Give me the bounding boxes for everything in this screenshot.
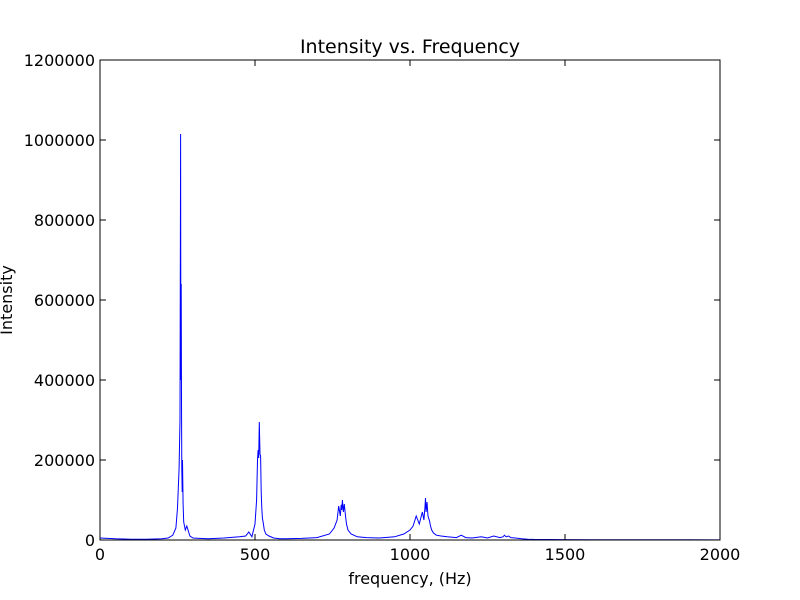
x-axis-label: frequency, (Hz)	[348, 569, 471, 588]
x-tick-label: 0	[95, 545, 105, 564]
axes-frame	[99, 59, 721, 541]
y-tick-label: 200000	[34, 451, 95, 470]
y-tick-label: 0	[85, 531, 95, 550]
y-tick-label: 1000000	[24, 131, 95, 150]
x-tick-label: 2000	[700, 545, 741, 564]
series-line	[99, 133, 721, 541]
y-axis-label: Intensity	[0, 265, 16, 335]
y-tick-label: 400000	[34, 371, 95, 390]
y-tick-label: 1200000	[24, 51, 95, 70]
plot-area	[99, 133, 721, 541]
y-tick-label: 800000	[34, 211, 95, 230]
axis-ticks: 0 500 1000 1500 2000 0 200000 400000 600000 80000…	[24, 51, 741, 564]
x-tick-label: 500	[240, 545, 271, 564]
chart-title: Intensity vs. Frequency	[300, 36, 520, 58]
x-tick-label: 1000	[390, 545, 431, 564]
y-tick-label: 600000	[34, 291, 95, 310]
x-tick-label: 1500	[545, 545, 586, 564]
